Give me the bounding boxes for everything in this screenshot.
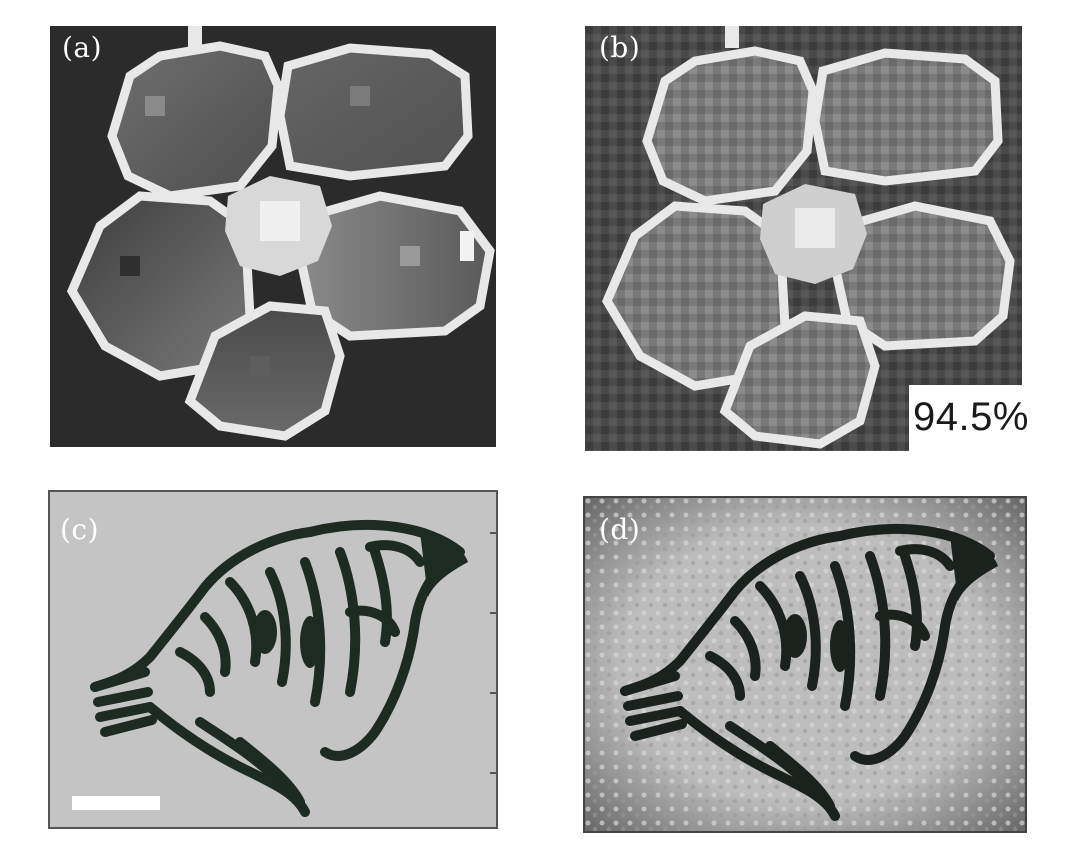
- percent-annotation-box: [909, 385, 1049, 457]
- panel-d-label: (d): [599, 513, 641, 546]
- panel-a-graphic: [66, 26, 495, 441]
- panel-b-graphic: [585, 26, 1022, 451]
- panel-d-graphic: [585, 498, 1025, 831]
- panel-a-image: (a): [50, 26, 496, 447]
- panel-d-image: (d): [583, 496, 1027, 833]
- percent-annotation: 94.5%: [913, 395, 1029, 439]
- panel-a-label: (a): [62, 31, 103, 64]
- panel-c-image: (c): [48, 490, 498, 829]
- panel-c-graphic: [90, 519, 496, 817]
- scale-bar: [72, 796, 160, 810]
- panel-b-image: (b): [585, 26, 1022, 451]
- panel-c-label: (c): [60, 513, 100, 546]
- panel-b-label: (b): [599, 31, 641, 64]
